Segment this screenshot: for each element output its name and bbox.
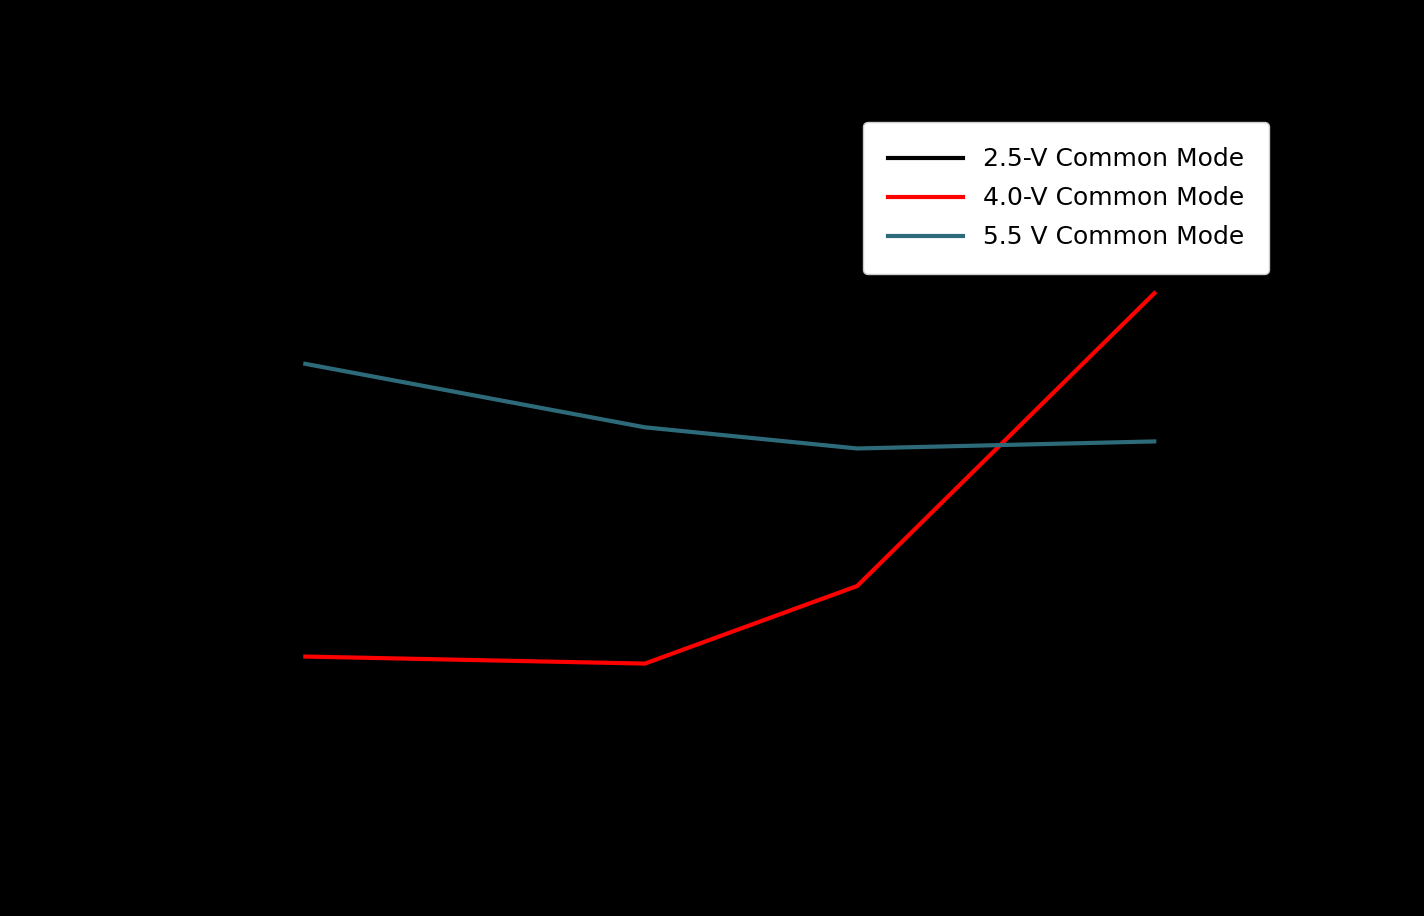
- 5.5 V Common Mode: [296, 358, 313, 369]
- Legend: 2.5-V Common Mode, 4.0-V Common Mode, 5.5 V Common Mode: 2.5-V Common Mode, 4.0-V Common Mode, 5.…: [863, 123, 1269, 275]
- Line: 4.0-V Common Mode: 4.0-V Common Mode: [305, 293, 1155, 663]
- 2.5-V Common Mode: [1146, 440, 1163, 451]
- Line: 5.5 V Common Mode: 5.5 V Common Mode: [305, 364, 1155, 449]
- 2.5-V Common Mode: [849, 443, 866, 454]
- 5.5 V Common Mode: [1146, 436, 1163, 447]
- 5.5 V Common Mode: [637, 421, 654, 433]
- 4.0-V Common Mode: [637, 658, 654, 669]
- Line: 2.5-V Common Mode: 2.5-V Common Mode: [305, 364, 1155, 449]
- 2.5-V Common Mode: [637, 421, 654, 433]
- 4.0-V Common Mode: [296, 651, 313, 662]
- 2.5-V Common Mode: [296, 358, 313, 369]
- 4.0-V Common Mode: [1146, 288, 1163, 299]
- 5.5 V Common Mode: [849, 443, 866, 454]
- 4.0-V Common Mode: [849, 581, 866, 592]
